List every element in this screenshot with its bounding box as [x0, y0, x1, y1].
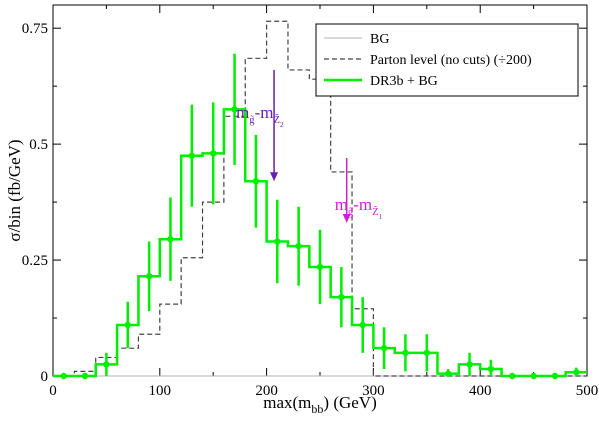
- x-tick-label: 200: [255, 383, 278, 399]
- annotation-1: mg̃-mZ̃2: [236, 69, 284, 182]
- y-axis-label: σ/bin (fb/GeV): [5, 139, 24, 241]
- data-point: [145, 273, 153, 280]
- data-point: [402, 349, 409, 357]
- y-tick-label: 0.5: [29, 137, 48, 153]
- annotation-arrow-head: [342, 213, 351, 223]
- data-point: [530, 372, 537, 380]
- data-point: [380, 344, 388, 352]
- label-part: Z̃: [372, 205, 378, 218]
- label-part: g̃: [249, 115, 255, 126]
- y-tick-label: 0: [41, 369, 49, 385]
- data-point: [274, 238, 281, 245]
- label-part: -m: [353, 195, 372, 214]
- data-point: [338, 293, 345, 301]
- y-tick-label: 0.25: [22, 253, 48, 269]
- data-point: [210, 150, 217, 157]
- x-label-part: bb: [311, 402, 323, 416]
- label-part: Z̃: [273, 113, 279, 126]
- annotation-label: mg̃-mZ̃2: [236, 103, 284, 129]
- label-part: 2: [280, 120, 284, 129]
- data-point: [509, 372, 516, 380]
- data-point: [188, 152, 196, 159]
- data-point: [423, 349, 430, 357]
- label-part: 1: [379, 212, 383, 221]
- data-point: [103, 361, 110, 368]
- annotation-label: mg̃-mZ̃1: [335, 195, 383, 221]
- data-point: [60, 372, 67, 380]
- x-tick-label: 100: [149, 383, 172, 399]
- data-point: [444, 370, 452, 377]
- data-point: [551, 372, 559, 380]
- data-point: [359, 321, 366, 329]
- annotation-arrow-head: [270, 172, 279, 182]
- legend-box: [315, 23, 579, 97]
- data-point: [466, 361, 473, 368]
- data-point: [295, 242, 302, 250]
- series-dashed: [53, 20, 587, 377]
- series-step-line: [53, 20, 587, 377]
- x-tick-label: 500: [576, 383, 599, 399]
- label-part: -m: [255, 103, 274, 122]
- x-tick-label: 300: [362, 383, 385, 399]
- x-axis-label: max(mbb) (GeV): [263, 393, 377, 416]
- label-part: m: [335, 195, 348, 214]
- annotations: mg̃-mZ̃2mg̃-mZ̃1: [236, 69, 383, 223]
- data-point: [167, 235, 174, 243]
- series-solid-thick: [53, 53, 587, 380]
- data-point: [81, 372, 89, 380]
- x-tick-label: 0: [49, 383, 57, 399]
- legend: BG Parton level (no cuts) (÷200) DR3b + BG: [315, 23, 579, 97]
- data-point: [487, 365, 495, 373]
- data-point: [231, 106, 238, 113]
- x-tick-label: 400: [469, 383, 492, 399]
- label-part: g̃: [348, 207, 354, 218]
- legend-entry: DR3b + BG: [370, 74, 438, 89]
- y-tick-label: 0.75: [22, 21, 48, 37]
- data-point: [316, 263, 324, 271]
- series-layer: [53, 20, 587, 380]
- legend-entry: Parton level (no cuts) (÷200): [370, 53, 532, 68]
- data-point: [124, 321, 131, 329]
- legend-entry: BG: [370, 32, 389, 47]
- x-label-part: max(m: [263, 393, 311, 412]
- x-label-part: ) (GeV): [323, 393, 376, 412]
- data-point: [252, 178, 260, 185]
- data-point: [573, 369, 580, 376]
- label-part: m: [236, 103, 249, 122]
- annotation-2: mg̃-mZ̃1: [335, 158, 383, 223]
